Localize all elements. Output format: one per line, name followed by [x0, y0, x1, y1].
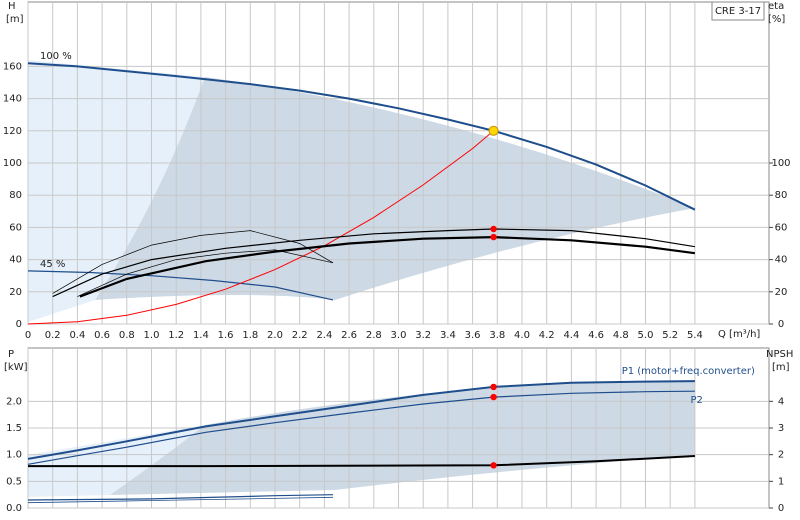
x-tick-label: 1.2 — [168, 330, 184, 341]
duty-point — [490, 393, 497, 401]
curve — [27, 390, 695, 465]
area-operating — [95, 77, 695, 300]
y2-tick-label: 40 — [775, 255, 788, 266]
y2-label: NPSH — [766, 349, 793, 360]
x-tick-label: 1.0 — [144, 330, 160, 341]
x-label: Q [m³/h] — [718, 329, 760, 340]
x-tick-label: 2.8 — [366, 330, 382, 341]
x-tick-label: 1.6 — [218, 330, 234, 341]
duty-point — [490, 225, 497, 233]
y-tick-label: 0.0 — [6, 503, 22, 514]
y2-tick-label: 3 — [778, 423, 784, 434]
y2-tick-label: 0 — [778, 503, 784, 514]
series-label: 100 % — [40, 51, 72, 62]
badge: CRE 3-17 — [715, 6, 761, 17]
x-tick-label: 4.0 — [514, 330, 530, 341]
duty-point — [490, 233, 497, 241]
x-tick-label: 2.0 — [267, 330, 283, 341]
area-light — [28, 60, 205, 322]
y-tick-label: 120 — [3, 126, 22, 137]
y2-tick-label: 4 — [778, 396, 784, 407]
y-label: P — [8, 349, 14, 360]
area-light — [28, 425, 205, 497]
y-tick-label: 2.0 — [6, 396, 22, 407]
x-tick-label: 4.6 — [588, 330, 604, 341]
y2-tick-label: 20 — [775, 287, 788, 298]
x-tick-label: 2.6 — [341, 330, 357, 341]
y-label: H — [8, 1, 16, 12]
y-tick-label: 0 — [16, 319, 22, 330]
y-tick-label: 20 — [9, 287, 22, 298]
y2-unit: [m] — [772, 362, 790, 373]
y-unit: [kW] — [4, 362, 28, 373]
series-label: 45 % — [40, 259, 65, 270]
y-unit: [m] — [6, 14, 24, 25]
curve — [27, 494, 334, 501]
y-tick-label: 40 — [9, 255, 22, 266]
x-tick-label: 4.8 — [613, 330, 629, 341]
curve — [52, 230, 334, 294]
x-tick-label: 4.4 — [563, 330, 579, 341]
curve — [77, 249, 334, 297]
x-tick-label: 4.2 — [539, 330, 555, 341]
x-tick-label: 0 — [25, 330, 31, 341]
y2-tick-label: 60 — [775, 222, 788, 233]
y2-unit: [%] — [768, 14, 785, 25]
x-tick-label: 0.4 — [69, 330, 85, 341]
x-tick-label: 0.8 — [119, 330, 135, 341]
x-tick-label: 3.8 — [489, 330, 505, 341]
y-tick-label: 60 — [9, 222, 22, 233]
x-tick-label: 0.2 — [45, 330, 61, 341]
x-tick-label: 5.4 — [687, 330, 703, 341]
x-tick-label: 0.6 — [94, 330, 110, 341]
y-tick-label: 140 — [3, 94, 22, 105]
x-tick-label: 1.4 — [193, 330, 209, 341]
duty-point — [490, 462, 497, 469]
series-label: P1 (motor+freq.converter) — [622, 366, 755, 377]
y2-tick-label: 80 — [775, 190, 788, 201]
x-tick-label: 2.4 — [316, 330, 332, 341]
x-tick-label: 3.6 — [465, 330, 481, 341]
curve — [52, 228, 695, 298]
duty-point — [488, 125, 499, 136]
x-tick-label: 1.8 — [242, 330, 258, 341]
curve — [27, 62, 696, 211]
x-tick-label: 3.4 — [440, 330, 456, 341]
y2-label: eta — [768, 1, 784, 12]
badge-box — [711, 1, 765, 21]
series-label: P2 — [690, 395, 702, 406]
curve — [27, 496, 334, 504]
x-tick-label: 5.0 — [638, 330, 654, 341]
y-tick-label: 1.0 — [6, 450, 22, 461]
curve — [79, 235, 696, 298]
y-tick-label: 80 — [9, 190, 22, 201]
curve — [27, 270, 334, 301]
curve — [27, 380, 695, 460]
duty-point — [490, 383, 497, 391]
y2-tick-label: 1 — [778, 476, 784, 487]
y-tick-label: 100 — [3, 158, 22, 169]
x-tick-label: 3.0 — [391, 330, 407, 341]
y2-tick-label: 0 — [778, 319, 784, 330]
y-tick-label: 160 — [3, 61, 22, 72]
y-tick-label: 1.5 — [6, 423, 22, 434]
y2-tick-label: 100 — [771, 158, 790, 169]
x-tick-label: 3.2 — [415, 330, 431, 341]
y-tick-label: 0.5 — [6, 476, 22, 487]
curve — [27, 130, 494, 325]
x-tick-label: 2.2 — [292, 330, 308, 341]
y2-tick-label: 2 — [778, 450, 784, 461]
x-tick-label: 5.2 — [662, 330, 678, 341]
